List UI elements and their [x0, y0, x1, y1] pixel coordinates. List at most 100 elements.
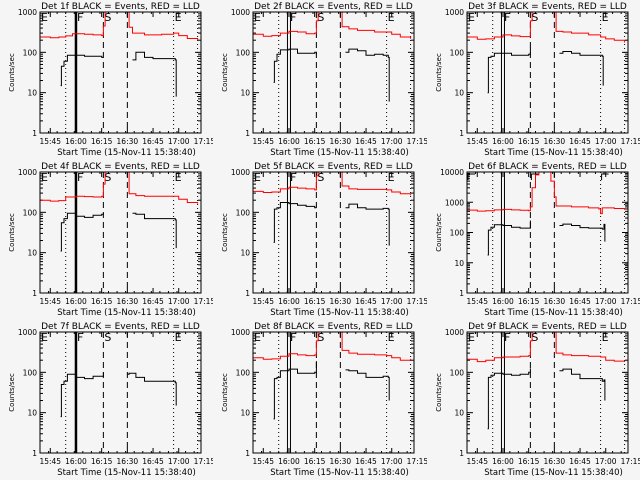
- marker-label: E: [175, 171, 182, 184]
- detector-panel-1f: Det 1f BLACK = Events, RED = LLD Counts/s…: [8, 2, 214, 158]
- marker-label: E: [254, 171, 261, 184]
- y-tick-label: 100: [236, 48, 251, 57]
- x-tick-label: 16:15: [304, 137, 326, 146]
- marker-label: S: [318, 171, 325, 184]
- plot-frame: [252, 171, 415, 294]
- y-tick-label: 100: [23, 48, 38, 57]
- marker-label: E: [601, 331, 608, 344]
- x-tick-label: 16:00: [492, 457, 514, 466]
- x-tick-label: 17:00: [595, 297, 617, 306]
- marker-label: E: [601, 11, 608, 24]
- panel-title: Det 6f BLACK = Events, RED = LLD: [468, 162, 627, 172]
- plot-frame: [39, 331, 202, 454]
- events-series-line: [60, 372, 104, 418]
- y-tick-label: 10: [27, 89, 37, 98]
- marker-label: S: [531, 11, 538, 24]
- events-series-line: [487, 220, 531, 256]
- x-tick-label: 15:45: [466, 137, 488, 146]
- plot-frame: [466, 331, 629, 454]
- events-series-line: [345, 48, 391, 102]
- plot-frame: [466, 171, 629, 294]
- lld-series-line: [253, 12, 319, 37]
- x-tick-label: 16:30: [330, 297, 352, 306]
- x-tick-label: 16:15: [518, 297, 540, 306]
- y-tick-label: 10: [454, 409, 464, 418]
- plot-frame: [466, 11, 629, 134]
- marker-label: F: [290, 331, 296, 344]
- plot-frame: [252, 11, 415, 134]
- y-tick-label: 1000: [231, 8, 250, 17]
- x-tick-label: 17:00: [168, 457, 190, 466]
- panel-title: Det 3f BLACK = Events, RED = LLD: [468, 2, 627, 12]
- y-tick-label: 10: [454, 259, 464, 268]
- events-series-line: [132, 212, 177, 249]
- y-tick-label: 10: [241, 249, 251, 258]
- marker-label: S: [318, 11, 325, 24]
- marker-label: F: [77, 171, 83, 184]
- x-tick-label: 16:45: [569, 457, 591, 466]
- y-tick-label: 1: [459, 289, 464, 298]
- y-tick-label: 100: [23, 368, 38, 377]
- x-tick-label: 16:30: [330, 457, 352, 466]
- marker-label: E: [254, 331, 261, 344]
- events-series-line: [559, 223, 606, 242]
- x-tick-label: 16:00: [492, 297, 514, 306]
- events-series-line: [559, 368, 606, 401]
- lld-series-line: [554, 332, 625, 362]
- marker-bracket: [600, 173, 609, 180]
- x-tick-label: 17:00: [595, 457, 617, 466]
- x-tick-label: 15:45: [253, 137, 275, 146]
- detector-panel-6f: Det 6f BLACK = Events, RED = LLD Counts/s…: [435, 162, 640, 318]
- y-tick-label: 1000: [231, 168, 250, 177]
- x-tick-label: 17:15: [194, 297, 214, 306]
- lld-series-line: [466, 332, 533, 363]
- y-tick-label: 1000: [231, 328, 250, 337]
- y-axis-label: Counts/sec: [221, 213, 229, 252]
- x-tick-label: 17:15: [407, 297, 427, 306]
- y-axis-label: Counts/sec: [221, 53, 229, 92]
- x-tick-label: 16:45: [356, 457, 378, 466]
- y-tick-label: 10: [454, 89, 464, 98]
- x-tick-label: 16:00: [65, 457, 87, 466]
- events-series-line: [60, 212, 104, 252]
- y-tick-label: 1000: [18, 8, 37, 17]
- y-tick-label: 1: [246, 449, 251, 458]
- y-tick-label: 1: [459, 449, 464, 458]
- marker-label: S: [104, 171, 111, 184]
- x-tick-label: 16:45: [142, 297, 164, 306]
- x-tick-label: 16:45: [569, 137, 591, 146]
- x-tick-label: 15:45: [466, 457, 488, 466]
- x-tick-label: 17:15: [194, 137, 214, 146]
- plot-frame: [39, 11, 202, 134]
- y-tick-label: 10: [241, 89, 251, 98]
- y-tick-label: 10: [27, 409, 37, 418]
- y-tick-label: 1: [246, 289, 251, 298]
- x-tick-label: 15:45: [253, 457, 275, 466]
- x-tick-label: 16:30: [117, 457, 139, 466]
- x-tick-label: 16:00: [278, 457, 300, 466]
- y-axis-label: Counts/sec: [221, 373, 229, 412]
- y-tick-label: 1000: [18, 168, 37, 177]
- y-tick-label: 1: [32, 289, 37, 298]
- x-tick-label: 16:00: [492, 137, 514, 146]
- lld-series-line: [466, 12, 533, 40]
- events-series-line: [559, 51, 604, 86]
- x-tick-label: 17:15: [620, 297, 640, 306]
- lld-series-line: [127, 172, 199, 204]
- x-tick-label: 16:30: [117, 137, 139, 146]
- detector-panel-7f: Det 7f BLACK = Events, RED = LLD Counts/s…: [8, 322, 213, 478]
- x-axis-label: Start Time (15-Nov-11 15:38:40): [57, 468, 196, 478]
- lld-series-line: [466, 172, 625, 215]
- events-series-line: [345, 203, 391, 246]
- x-tick-label: 16:45: [142, 137, 164, 146]
- y-tick-label: 100: [236, 368, 251, 377]
- y-tick-label: 1000: [445, 8, 464, 17]
- x-axis-label: Start Time (15-Nov-11 15:38:40): [57, 308, 196, 318]
- x-axis-label: Start Time (15-Nov-11 15:38:40): [271, 308, 410, 318]
- panel-title: Det 7f BLACK = Events, RED = LLD: [41, 322, 200, 332]
- x-axis-label: Start Time (15-Nov-11 15:38:40): [484, 468, 623, 478]
- marker-label: F: [504, 11, 510, 24]
- y-tick-label: 1: [32, 449, 37, 458]
- y-tick-label: 1: [246, 129, 251, 138]
